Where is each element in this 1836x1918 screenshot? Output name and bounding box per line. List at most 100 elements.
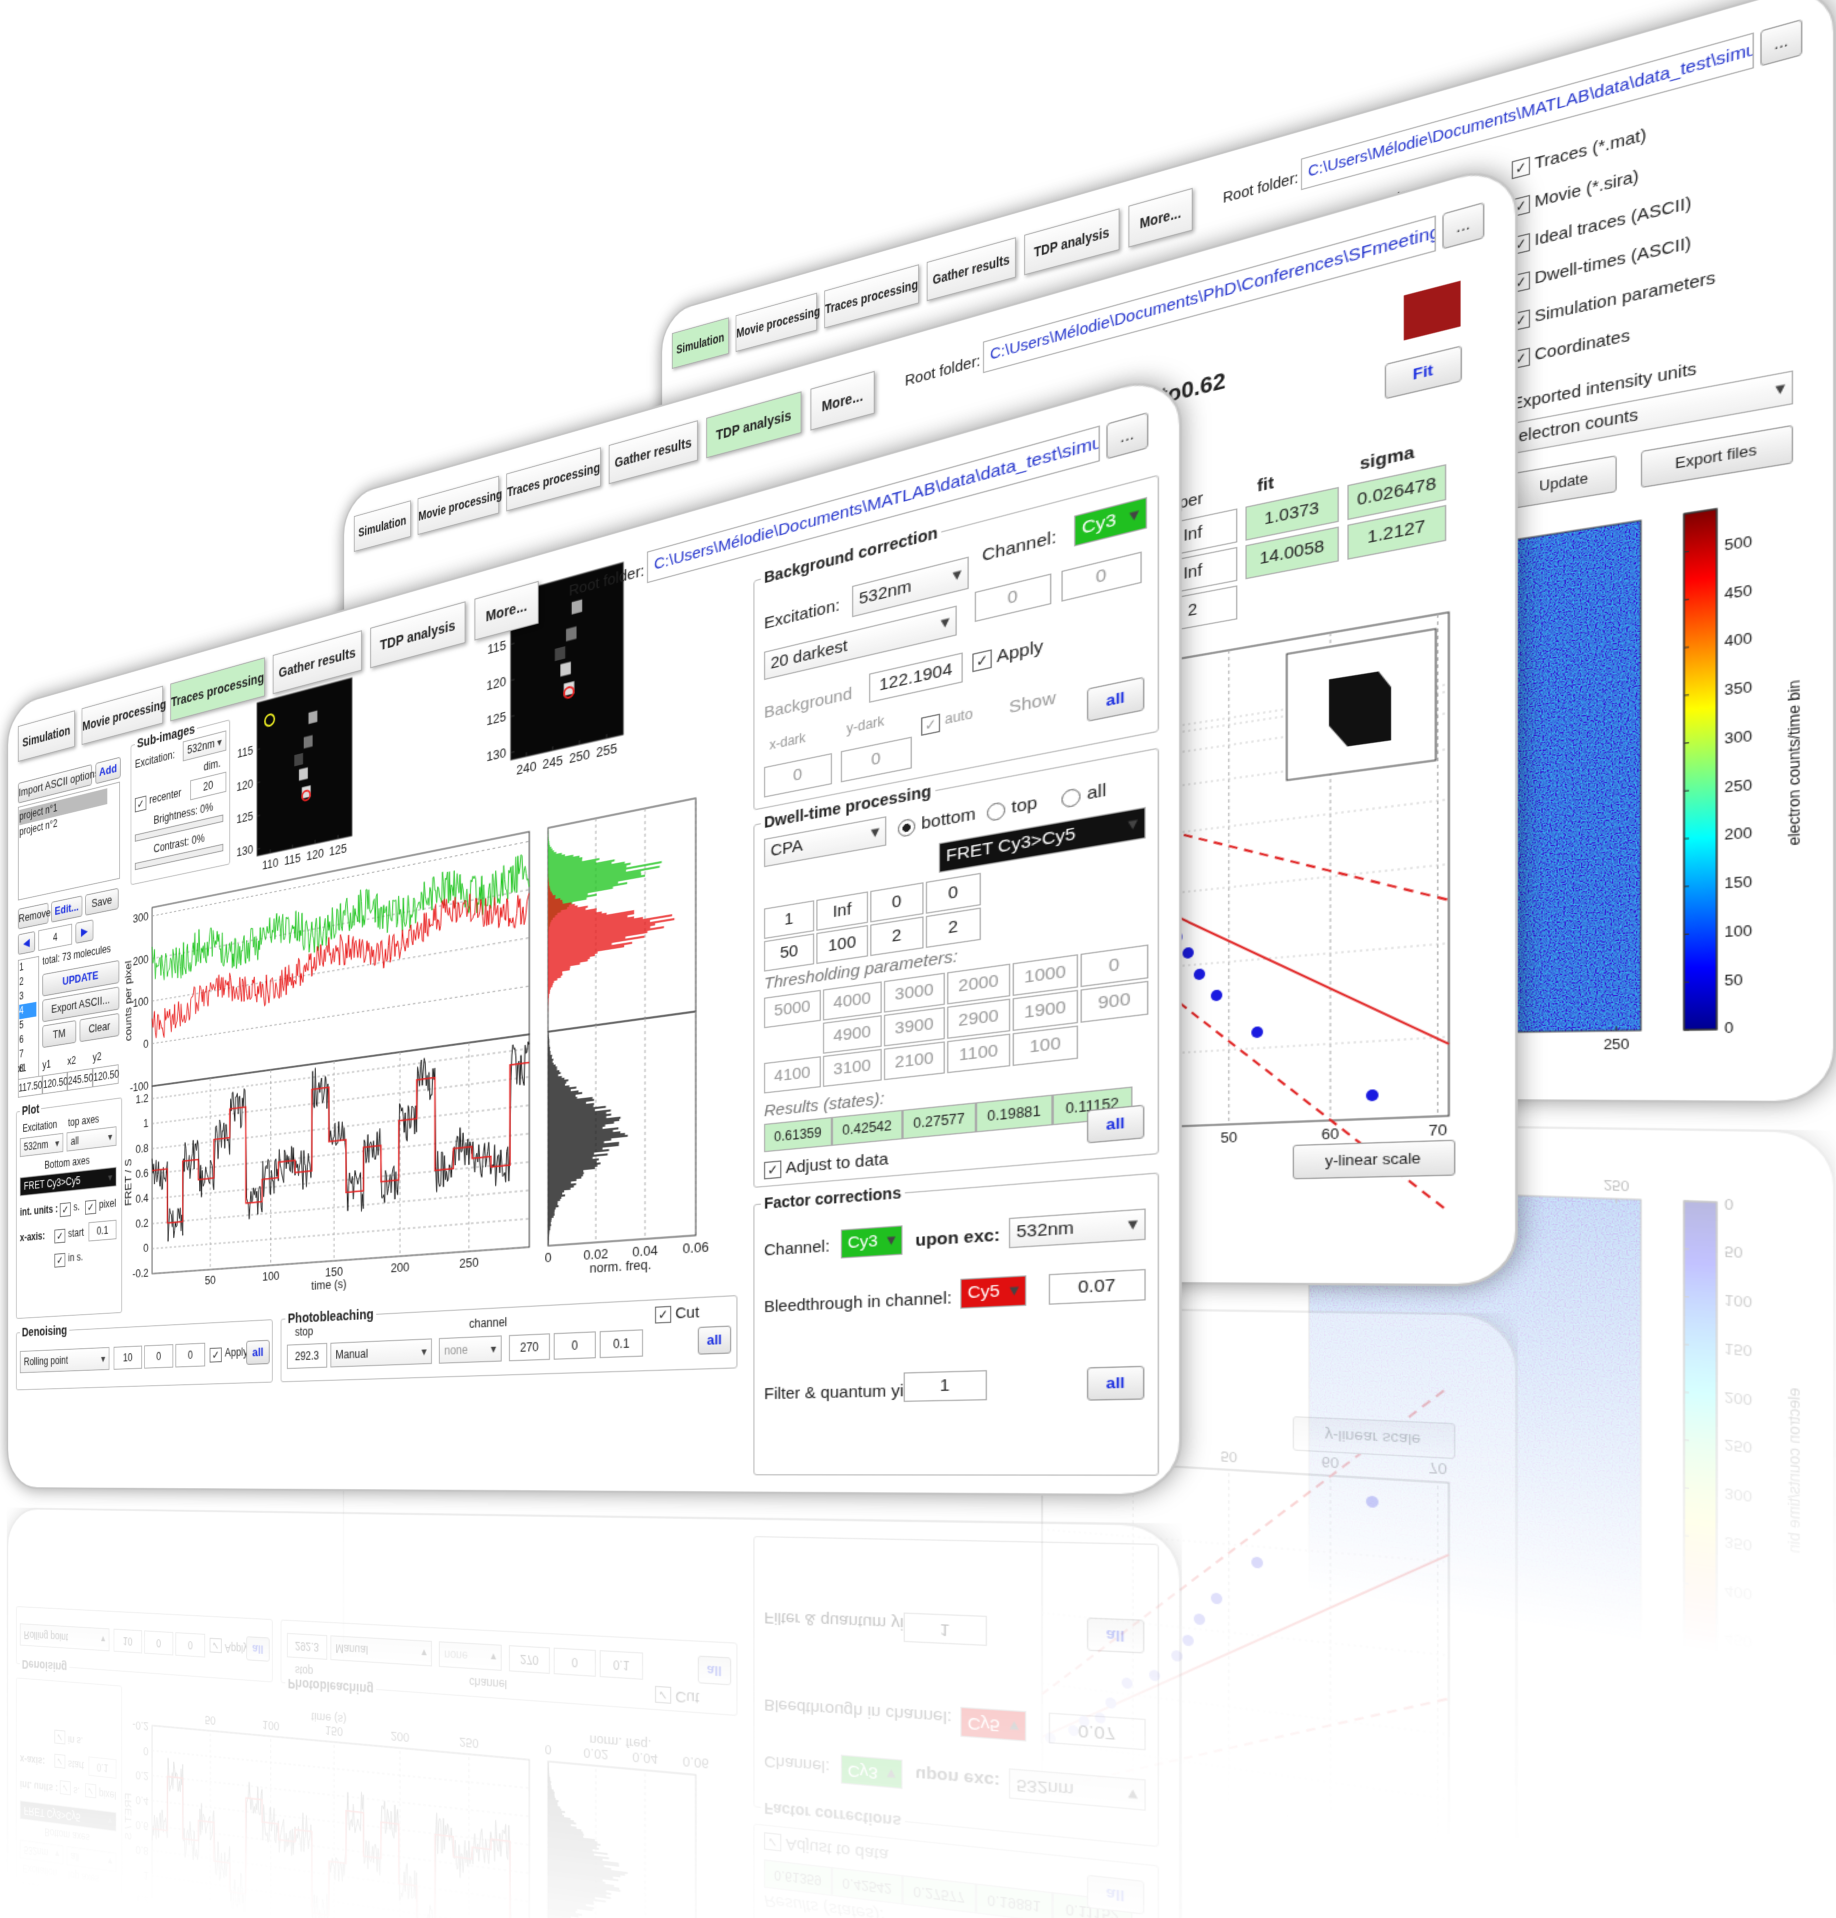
label: fit (1257, 473, 1274, 496)
image-pixel (299, 767, 308, 780)
grid-line (152, 1049, 529, 1099)
y-tick-label: 115 (237, 743, 253, 760)
x-tick-label: 125 (329, 842, 347, 860)
button[interactable]: y-linear scale (1293, 1140, 1456, 1180)
text-field[interactable]: 120.50 (42, 1072, 67, 1095)
tick-mark (1684, 599, 1689, 600)
checkbox[interactable]: Cut (655, 1303, 699, 1323)
text-field[interactable]: 0.1 (600, 1329, 643, 1358)
text-field[interactable]: 0 (144, 1344, 173, 1368)
y-tick-label: 120 (486, 674, 506, 694)
y-tick-label: 100 (133, 995, 149, 1011)
dropdown[interactable]: Rolling point (20, 1347, 110, 1373)
label: channel (469, 1315, 507, 1331)
y-tick-label: 350 (1724, 679, 1752, 699)
text-field[interactable]: 245.50 (67, 1068, 92, 1091)
sub-image (257, 678, 352, 856)
window-traces-processing: 115 120 125 130 110 115 120 125 115 120 125 130 240 2… (7, 368, 1182, 1496)
y-tick-label: 0 (143, 1037, 148, 1051)
x-tick-label: 0.06 (683, 1240, 709, 1257)
tick-mark (1684, 647, 1689, 648)
y-axis-label: FRET / S (124, 1158, 134, 1206)
text-field[interactable]: 3100 (823, 1049, 882, 1087)
checkbox[interactable]: start (54, 1226, 84, 1241)
label: stop (295, 1325, 313, 1339)
text-field[interactable]: 270 (509, 1333, 550, 1361)
grid-line (152, 1077, 529, 1124)
x-tick-label: 115 (284, 852, 301, 869)
x-tick-label: 250 (569, 747, 590, 767)
y-tick-label: 125 (236, 810, 253, 827)
text-field[interactable]: 0 (554, 1331, 596, 1359)
checkbox[interactable]: Apply (210, 1345, 248, 1359)
histogram-bars (548, 803, 674, 1030)
y-tick-label: 0.2 (136, 1217, 149, 1231)
y-tick-label: 115 (487, 638, 506, 658)
x-tick-label: 60 (1322, 1126, 1340, 1144)
button[interactable] (18, 931, 35, 955)
x-tick-label: 100 (262, 1270, 279, 1285)
grid-line (152, 1219, 529, 1249)
x-tick-label: 50 (1221, 1130, 1238, 1147)
text-field[interactable]: 1100 (947, 1034, 1010, 1074)
y-tick-label: 500 (1724, 533, 1752, 554)
button[interactable]: all (246, 1340, 269, 1365)
x-tick-label: 120 (306, 847, 324, 864)
text-field[interactable]: 1 (904, 1370, 987, 1402)
y-tick-label: 450 (1724, 582, 1752, 603)
y-tick-label: 0.6 (136, 1167, 149, 1181)
x-tick-label: 250 (459, 1256, 478, 1272)
text-field[interactable]: 0.1 (89, 1220, 117, 1242)
y-tick-label: 150 (1724, 874, 1752, 893)
image-pixel (560, 662, 570, 677)
text-field[interactable]: 292.3 (287, 1343, 327, 1369)
button[interactable]: all (1087, 1105, 1144, 1144)
x-axis-label: norm. freq. (590, 1258, 652, 1277)
y-tick-label: 1 (143, 1117, 148, 1131)
axes-frame (152, 832, 529, 1086)
text-field[interactable]: 0.07 (1049, 1269, 1146, 1305)
text-field[interactable]: 120.50 (93, 1064, 119, 1087)
x-tick-label: 50 (205, 1274, 216, 1288)
y-tick-label: 1.2 (136, 1092, 149, 1107)
dropdown[interactable]: Cy3 (841, 1225, 903, 1258)
y-tick-label: 250 (1724, 776, 1752, 796)
text-field[interactable]: 4100 (764, 1056, 821, 1093)
data-point (1366, 1089, 1379, 1101)
button[interactable]: all (1087, 1366, 1144, 1401)
x-axis-label: time (s) (311, 1277, 346, 1293)
y-tick-label: 200 (1724, 825, 1752, 844)
text-field[interactable]: 0 (175, 1343, 205, 1368)
x-tick-label: 250 (1603, 1037, 1629, 1054)
y-tick-label: 130 (486, 746, 506, 765)
dropdown[interactable]: none (439, 1335, 502, 1363)
y-tick-label: 130 (236, 843, 253, 860)
data-point (1182, 947, 1193, 959)
y-tick-label: 300 (1724, 728, 1752, 748)
data-point (1251, 1026, 1263, 1038)
y-tick-label: 300 (133, 910, 149, 926)
y-tick-label: 120 (236, 776, 253, 793)
text-field[interactable]: 10 (114, 1346, 142, 1370)
checkbox[interactable]: in s. (54, 1251, 83, 1265)
y-tick-label: 50 (1724, 971, 1743, 989)
x-tick-label: 110 (262, 856, 278, 873)
image-pixel (308, 710, 317, 724)
y-tick-label: 0.8 (136, 1142, 149, 1156)
axes-frame (152, 1034, 529, 1273)
y-tick-label: -0.2 (132, 1267, 148, 1281)
text-field[interactable]: 2100 (884, 1041, 945, 1080)
grid-line (152, 1190, 529, 1223)
button[interactable] (75, 919, 93, 943)
x-tick-label: 70 (1428, 1122, 1447, 1140)
data-point (1194, 968, 1205, 980)
x-tick-label: 240 (516, 759, 536, 778)
text-field[interactable]: 117.50 (18, 1075, 42, 1097)
histogram-bars (548, 1021, 628, 1244)
checkbox[interactable]: s. (60, 1200, 80, 1214)
button[interactable]: all (698, 1326, 731, 1355)
x-tick-label: 200 (391, 1261, 410, 1276)
dropdown[interactable]: Manual (330, 1338, 431, 1367)
y-tick-label: 0.4 (136, 1192, 149, 1206)
dropdown[interactable]: Cy5 (960, 1275, 1026, 1308)
